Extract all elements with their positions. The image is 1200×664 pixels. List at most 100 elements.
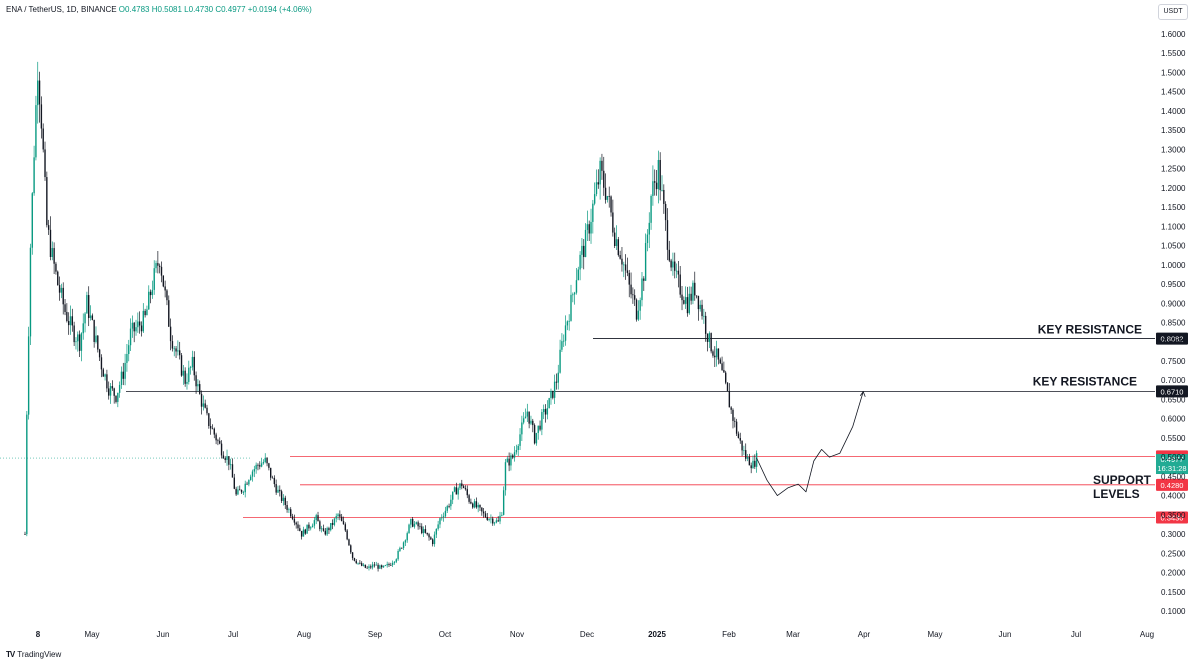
price-axis: 1.6000 1.5500 1.5000 1.4500 1.4000 1.3500 1.30…: [1161, 30, 1186, 616]
candle-body: [579, 254, 581, 270]
candle-body: [84, 313, 86, 324]
x-tick-label: Feb: [722, 630, 736, 639]
candle-body: [229, 464, 232, 466]
candle-body: [588, 224, 590, 234]
candle-body: [655, 182, 658, 190]
key-resistance-label-lower: KEY RESISTANCE: [1033, 374, 1137, 388]
candle-body: [453, 487, 456, 492]
candle-body: [528, 411, 530, 424]
candle-body: [304, 529, 306, 534]
candle-body: [510, 455, 512, 466]
candle-body: [339, 514, 341, 517]
candle-body: [550, 390, 552, 399]
tradingview-logo[interactable]: TV TradingView: [6, 650, 61, 659]
candle-body: [573, 292, 576, 295]
candle-body: [391, 562, 394, 566]
current-price-tag: [1156, 454, 1188, 475]
y-tick-label: 0.1500: [1161, 588, 1186, 597]
candle-body: [402, 542, 405, 548]
x-tick-label: Apr: [858, 630, 871, 639]
candle-body: [543, 409, 545, 413]
y-tick-label: 1.5000: [1161, 68, 1186, 77]
candle-body: [555, 381, 558, 383]
candle-body: [24, 534, 26, 535]
candle-body: [266, 457, 268, 464]
candle-body: [137, 321, 139, 328]
candle-body: [530, 420, 532, 424]
y-tick-label: 1.2000: [1161, 184, 1186, 193]
candle-body: [46, 177, 48, 226]
projection-arrowhead-icon: [859, 390, 866, 397]
candle-body: [521, 422, 523, 435]
candle-body: [690, 293, 692, 301]
candle-body: [302, 529, 305, 537]
candle-body: [151, 289, 154, 296]
x-tick-label: 8: [36, 630, 41, 639]
candle-body: [634, 295, 636, 300]
candle-body: [109, 386, 112, 396]
candle-body: [55, 263, 57, 272]
y-tick-label: 0.1000: [1161, 607, 1186, 616]
candle-body: [752, 460, 754, 469]
candle-body: [95, 335, 97, 342]
candle-body: [688, 293, 690, 314]
candle-body: [115, 395, 117, 402]
candle-body: [158, 265, 161, 267]
candle-body: [710, 333, 712, 352]
candle-body: [410, 518, 412, 525]
candle-body: [695, 295, 698, 297]
candle-body: [195, 375, 197, 387]
candle-body: [344, 524, 347, 531]
candle-body: [659, 159, 661, 191]
candle-body: [53, 248, 55, 264]
candle-body: [308, 524, 310, 529]
candle-body: [468, 495, 470, 502]
candle-body: [144, 310, 146, 316]
candle-body: [149, 291, 152, 296]
candle-body: [293, 519, 296, 523]
candle-body: [743, 450, 745, 451]
candle-body: [340, 516, 343, 522]
candle-body: [377, 564, 379, 569]
candle-body: [379, 565, 381, 569]
candle-body: [80, 333, 83, 351]
candle-body: [428, 534, 430, 538]
candle-body: [681, 294, 683, 301]
candle-body: [586, 224, 589, 230]
candle-body: [180, 355, 183, 376]
y-tick-label: 1.4000: [1161, 107, 1186, 116]
candle-body: [677, 270, 680, 275]
candle-body: [157, 263, 159, 266]
candle-body: [612, 212, 614, 233]
candle-body: [317, 515, 319, 522]
candle-body: [603, 170, 605, 188]
candle-body: [426, 532, 428, 535]
levels-layer: 0.80820.67100.50200.42800.34300.497716:3…: [0, 332, 1188, 524]
candle-body: [280, 491, 283, 501]
candle-body: [706, 333, 709, 342]
candle-body: [249, 476, 252, 481]
y-tick-label: 1.1500: [1161, 203, 1186, 212]
candle-body: [535, 432, 538, 444]
candle-body: [244, 483, 246, 493]
candle-body: [44, 149, 46, 178]
candle-body: [146, 309, 148, 316]
candle-body: [381, 565, 383, 568]
candle-body: [663, 189, 665, 204]
candle-body: [226, 456, 228, 461]
x-tick-label: Sep: [368, 630, 383, 639]
candle-body: [553, 381, 556, 398]
candle-body: [754, 460, 756, 467]
currency-button[interactable]: USDT: [1158, 4, 1188, 20]
symbol-title[interactable]: ENA / TetherUS, 1D, BINANCE: [6, 5, 117, 14]
candle-body: [444, 510, 447, 517]
candle-body: [264, 457, 266, 462]
candle-body: [666, 220, 669, 250]
candle-body: [189, 367, 192, 369]
y-tick-label: 1.1000: [1161, 222, 1186, 231]
candle-body: [564, 325, 567, 341]
candle-body: [694, 282, 696, 296]
candle-body: [577, 269, 579, 281]
candle-body: [166, 290, 168, 301]
